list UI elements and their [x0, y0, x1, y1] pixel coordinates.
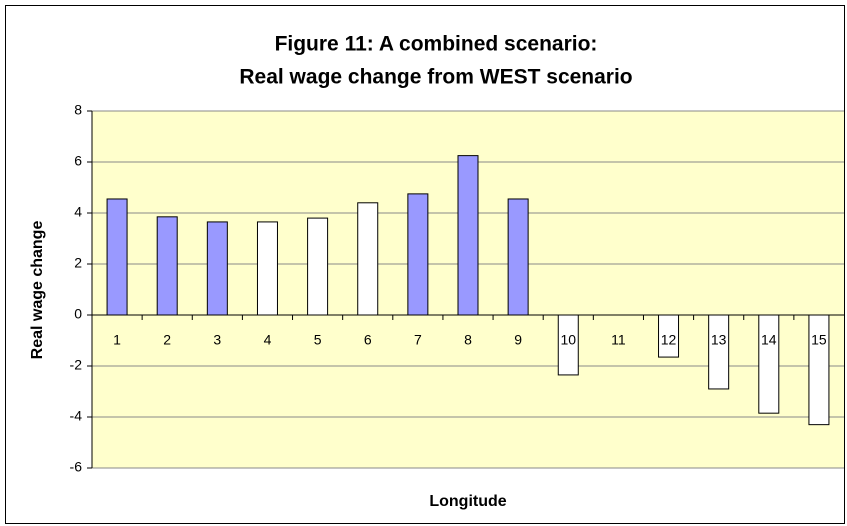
x-tick-label: 3	[213, 332, 221, 348]
y-axis-title: Real wage change	[29, 221, 46, 360]
x-tick-label: 9	[514, 332, 522, 348]
bar	[106, 198, 128, 316]
bar	[758, 314, 780, 414]
y-tick-label: 2	[74, 255, 82, 271]
x-tick-label: 11	[611, 332, 626, 348]
x-tick-label: 14	[761, 332, 777, 348]
x-tick-label: 8	[464, 332, 472, 348]
x-tick-label: 12	[661, 332, 677, 348]
y-tick-label: 6	[74, 153, 82, 169]
chart-title: Figure 11: A combined scenario:	[275, 33, 598, 56]
chart-title: Real wage change from WEST scenario	[239, 66, 632, 89]
bar	[256, 221, 278, 316]
bar	[206, 221, 228, 316]
bar	[156, 216, 178, 316]
bar	[507, 198, 529, 316]
bar	[708, 314, 730, 390]
x-tick-label: 2	[163, 332, 171, 348]
x-tick-label: 15	[811, 332, 827, 348]
x-tick-label: 7	[414, 332, 422, 348]
bar	[457, 155, 479, 316]
bar	[407, 193, 429, 316]
x-tick-label: 5	[314, 332, 322, 348]
bar	[307, 217, 329, 316]
x-tick-label: 10	[560, 332, 576, 348]
bar	[357, 202, 379, 316]
x-tick-label: 1	[113, 332, 121, 348]
y-tick-label: 4	[74, 204, 82, 220]
y-tick-label: 0	[74, 306, 82, 322]
x-tick-label: 13	[711, 332, 727, 348]
y-tick-label: -4	[70, 408, 83, 424]
y-tick-label: -2	[70, 357, 83, 373]
y-tick-label: -6	[70, 459, 83, 475]
y-tick-label: 8	[74, 102, 82, 118]
x-tick-label: 6	[364, 332, 372, 348]
x-tick-label: 4	[264, 332, 272, 348]
x-axis-title: Longitude	[429, 493, 506, 510]
